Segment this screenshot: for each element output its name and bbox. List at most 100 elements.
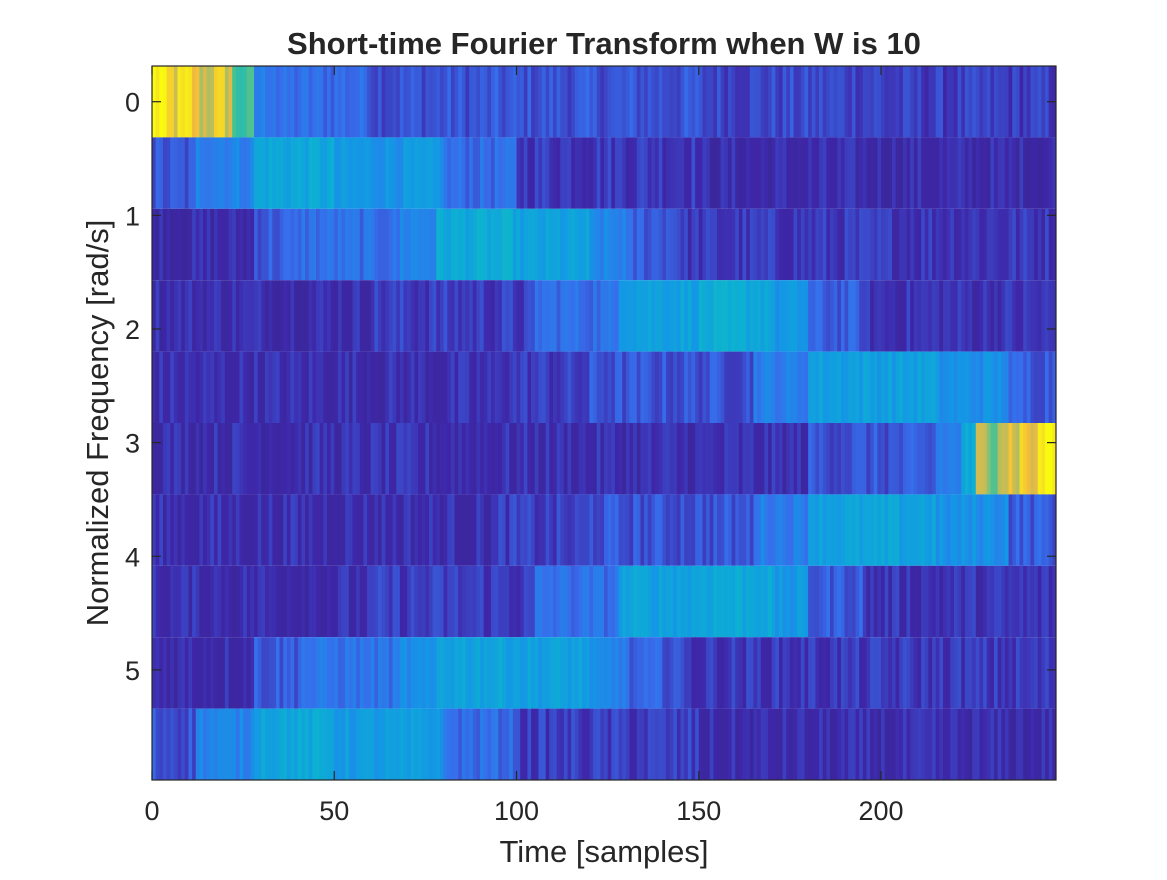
- heatmap-cell: [399, 66, 404, 138]
- heatmap-cell: [469, 351, 474, 424]
- heatmap-cell: [680, 280, 685, 352]
- heatmap-cell: [717, 351, 722, 424]
- heatmap-cell: [753, 565, 758, 638]
- heatmap-cell: [910, 280, 915, 352]
- heatmap-cell: [436, 637, 441, 709]
- heatmap-cell: [224, 708, 229, 781]
- heatmap-cell: [924, 66, 929, 138]
- heatmap-cell: [706, 494, 711, 566]
- heatmap-cell: [888, 137, 893, 209]
- heatmap-cell: [618, 494, 623, 566]
- heatmap-cell: [906, 637, 911, 709]
- heatmap-cell: [257, 208, 262, 281]
- heatmap-cell: [443, 423, 448, 495]
- heatmap-cell: [501, 208, 506, 281]
- heatmap-cell: [323, 137, 328, 209]
- heatmap-cell: [647, 565, 652, 638]
- heatmap-cell: [644, 208, 649, 281]
- heatmap-cell: [323, 351, 328, 424]
- heatmap-cell: [990, 208, 995, 281]
- heatmap-cell: [840, 351, 845, 424]
- x-tick-label: 50: [319, 796, 349, 826]
- heatmap-row-9: [152, 708, 1057, 781]
- heatmap-cell: [709, 708, 714, 781]
- heatmap-cell: [403, 494, 408, 566]
- heatmap-cell: [326, 708, 332, 781]
- heatmap-cell: [286, 637, 291, 709]
- heatmap-cell: [800, 423, 805, 495]
- heatmap-cell: [961, 66, 966, 138]
- heatmap-cell: [782, 280, 787, 352]
- heatmap-cell: [746, 423, 751, 495]
- heatmap-cell: [261, 494, 266, 566]
- heatmap-cell: [997, 637, 1002, 709]
- heatmap-cell: [308, 137, 313, 209]
- heatmap-cell: [709, 423, 714, 495]
- heatmap-cell: [709, 280, 714, 352]
- heatmap-cell: [195, 137, 200, 209]
- heatmap-cell: [294, 423, 299, 495]
- heatmap-cell: [906, 494, 911, 566]
- heatmap-cell: [574, 208, 579, 281]
- heatmap-cell: [760, 66, 765, 138]
- heatmap-cell: [228, 208, 233, 281]
- heatmap-cell: [968, 423, 973, 495]
- heatmap-cell: [257, 565, 262, 638]
- heatmap-cell: [600, 708, 605, 781]
- heatmap-cell: [684, 637, 689, 709]
- heatmap-cell: [589, 423, 594, 495]
- heatmap-cell: [760, 708, 765, 781]
- heatmap-cell: [884, 66, 889, 138]
- heatmap-cell: [826, 208, 831, 281]
- heatmap-cell: [166, 708, 171, 781]
- heatmap-cell: [410, 280, 415, 352]
- heatmap-cell: [1030, 423, 1035, 495]
- heatmap-cell: [1015, 565, 1020, 638]
- heatmap-cell: [439, 208, 445, 281]
- heatmap-cell: [957, 66, 962, 138]
- heatmap-cell: [833, 494, 838, 566]
- heatmap-cell: [968, 637, 973, 709]
- heatmap-cell: [254, 137, 259, 209]
- heatmap-cell: [979, 208, 984, 281]
- heatmap-cell: [768, 137, 773, 209]
- heatmap-cell: [275, 708, 280, 781]
- heatmap-cell: [906, 708, 911, 781]
- heatmap-cell: [286, 708, 291, 781]
- heatmap-cell: [268, 423, 273, 495]
- heatmap-cell: [665, 351, 671, 424]
- heatmap-cell: [1015, 494, 1020, 566]
- heatmap-cell: [1030, 637, 1035, 709]
- heatmap-cell: [943, 423, 948, 495]
- heatmap-cell: [939, 208, 944, 281]
- heatmap-cell: [465, 351, 470, 424]
- heatmap-cell: [698, 637, 703, 709]
- heatmap-cell: [556, 565, 561, 638]
- heatmap-cell: [494, 494, 499, 566]
- heatmap-cell: [199, 423, 204, 495]
- heatmap-cell: [283, 494, 288, 566]
- heatmap-layer: [152, 66, 1057, 781]
- heatmap-cell: [793, 208, 798, 281]
- heatmap-cell: [1041, 208, 1046, 281]
- heatmap-cell: [636, 494, 641, 566]
- heatmap-cell: [469, 66, 474, 138]
- heatmap-cell: [702, 208, 707, 281]
- heatmap-row-2: [152, 208, 1057, 281]
- heatmap-cell: [830, 565, 835, 638]
- heatmap-cell: [855, 494, 860, 566]
- heatmap-cell: [454, 565, 459, 638]
- heatmap-cell: [407, 637, 412, 709]
- heatmap-cell: [593, 280, 598, 352]
- heatmap-cell: [345, 208, 350, 281]
- heatmap-cell: [305, 208, 310, 281]
- heatmap-cell: [370, 494, 375, 566]
- heatmap-cell: [1048, 280, 1053, 352]
- heatmap-cell: [687, 423, 692, 495]
- heatmap-cell: [822, 137, 827, 209]
- heatmap-cell: [378, 423, 383, 495]
- heatmap-cell: [1037, 208, 1042, 281]
- heatmap-cell: [964, 423, 969, 495]
- heatmap-cell: [359, 208, 364, 281]
